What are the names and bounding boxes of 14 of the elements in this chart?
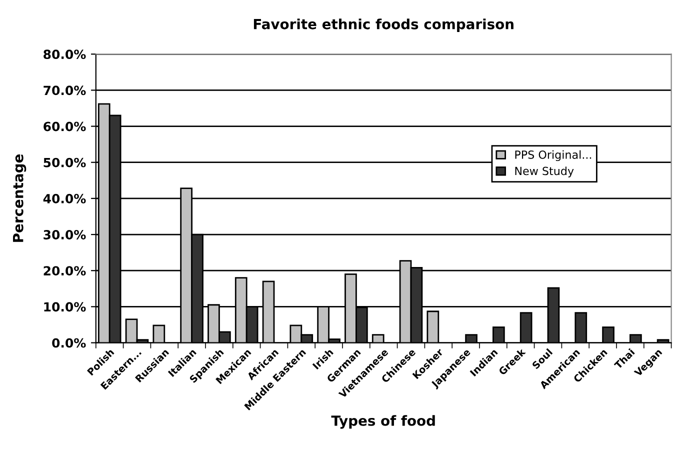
y-tick-label: 40.0% <box>43 194 86 204</box>
y-tick-label: 70.0% <box>44 86 86 96</box>
y-tick-label: 10.0% <box>44 302 86 312</box>
y-tick-label: 0.0% <box>52 338 86 348</box>
y-axis-title: Percentage <box>13 154 26 242</box>
y-tick-label: 50.0% <box>44 158 86 168</box>
y-tick-label: 30.0% <box>44 230 86 240</box>
legend-label: PPS Original... <box>515 150 592 162</box>
y-tick-label: 20.0% <box>44 266 86 276</box>
chart-title: Favorite ethnic foods comparison <box>254 18 514 32</box>
y-tick-label: 80.0% <box>44 50 86 60</box>
legend-label: New Study <box>515 166 574 178</box>
y-tick-label: 60.0% <box>44 122 86 132</box>
x-axis-title: Types of food <box>331 415 435 429</box>
